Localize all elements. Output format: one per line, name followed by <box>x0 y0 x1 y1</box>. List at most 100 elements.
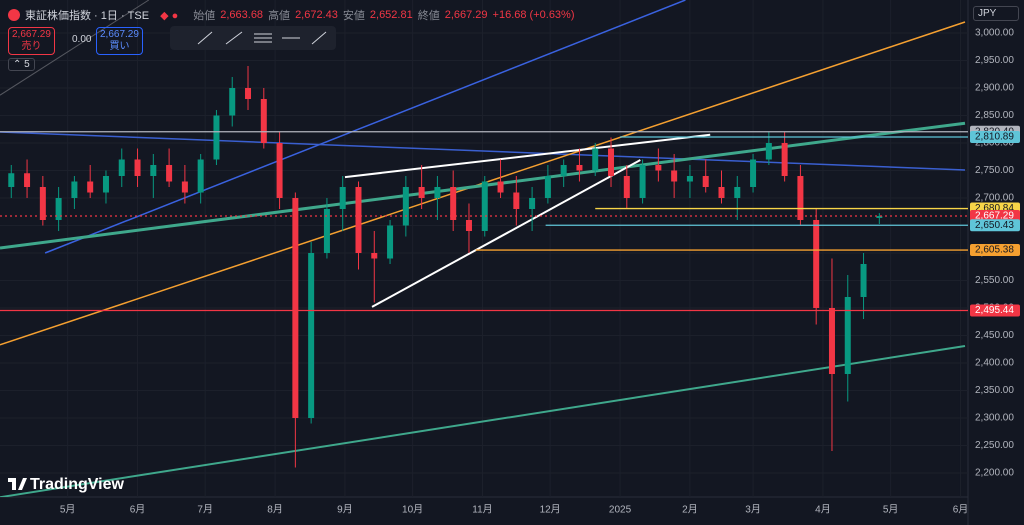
symbol[interactable]: 東証株価指数 · 1日 · TSE <box>25 10 150 22</box>
ohlc-label: 終値 <box>417 10 440 22</box>
indicator-toggle[interactable]: ⌃ 5 <box>8 58 35 71</box>
y-tick-label: 2,250.00 <box>975 440 1014 451</box>
y-tick-label: 2,200.00 <box>975 468 1014 479</box>
x-tick-label: 6月 <box>130 504 146 516</box>
brand: TradingView <box>30 476 124 493</box>
price-tag <box>970 244 1020 257</box>
flag[interactable]: ◆ ● <box>160 9 179 22</box>
y-tick-label: 2,750.00 <box>975 165 1014 176</box>
y-tick-label: 2,700.00 <box>975 193 1014 204</box>
candle-body <box>24 173 31 187</box>
buy-button[interactable]: 2,667.29 買い <box>96 27 143 55</box>
candle-body <box>639 165 646 198</box>
ohlc-value: 2,667.29 <box>444 9 488 21</box>
candle-body <box>387 225 394 259</box>
candle-body <box>529 198 536 209</box>
candle-body <box>355 187 362 253</box>
candle-body <box>450 187 457 220</box>
y-tick-label: 2,950.00 <box>975 55 1014 66</box>
x-tick-label: 12月 <box>540 504 561 516</box>
candle-body <box>671 170 678 182</box>
candle-body <box>87 181 94 193</box>
candle-body <box>702 176 709 187</box>
sell-label: 売り <box>21 41 42 52</box>
price-tag-label: 2,605.38 <box>975 245 1014 256</box>
x-tick-label: 11月 <box>472 504 492 516</box>
candle-body <box>276 143 283 198</box>
x-tick-label: 6月 <box>953 504 969 516</box>
legend-row: 東証株価指数 · 1日 · TSE ◆ ● 始値 2,663.68 高値 2,672… <box>8 7 575 23</box>
price-tag <box>970 131 1020 144</box>
trend-line <box>344 133 711 179</box>
y-tick-label: 2,400.00 <box>975 358 1014 369</box>
buy-label: 買い <box>109 41 130 52</box>
price-tag-label: 2,667.29 <box>975 211 1014 222</box>
x-tick-label: 5月 <box>883 504 899 516</box>
price-tag-label: 2,680.84 <box>975 203 1014 214</box>
x-tick-label: 8月 <box>267 504 283 516</box>
candle-body <box>102 176 109 193</box>
candle-body <box>229 88 236 116</box>
candle-body <box>166 165 173 182</box>
trend-line <box>0 131 966 171</box>
candle-body <box>134 159 141 176</box>
candle-body <box>844 297 851 374</box>
candle-body <box>750 159 757 187</box>
candle-body <box>718 187 725 198</box>
candle-body <box>55 198 62 220</box>
x-tick-label: 10月 <box>402 504 423 516</box>
candle-body <box>402 187 409 226</box>
candle-body <box>623 176 630 198</box>
drawing-toolbar <box>170 26 336 50</box>
trend-line <box>0 0 150 96</box>
price-tag <box>970 209 1020 222</box>
candle-body <box>292 198 299 418</box>
ohlc-value: 2,672.43 <box>295 9 338 21</box>
candle-body <box>828 308 835 374</box>
candle-body <box>765 143 772 160</box>
indicator-count: 5 <box>24 59 30 70</box>
candle-body <box>323 209 330 253</box>
x-tick-label: 5月 <box>60 504 76 516</box>
sell-button[interactable]: 2,667.29 売り <box>8 27 55 55</box>
change: +16.68 (+0.63%) <box>492 9 575 21</box>
ohlc-value: 2,652.81 <box>369 9 413 21</box>
x-tick-label: 7月 <box>197 504 213 516</box>
candle-body <box>655 165 662 171</box>
candle-body <box>481 181 488 231</box>
y-tick-label: 2,450.00 <box>975 330 1014 341</box>
trend-line <box>44 0 686 254</box>
y-tick-label: 2,850.00 <box>975 110 1014 121</box>
price-tag <box>970 219 1020 232</box>
sell-price: 2,667.29 <box>12 29 51 40</box>
price-tag <box>970 304 1020 317</box>
y-tick-label: 2,300.00 <box>975 413 1014 424</box>
candle-body <box>39 187 46 220</box>
trend-line <box>0 344 966 497</box>
candle-body <box>150 165 157 176</box>
ohlc-value: 2,663.68 <box>220 9 264 21</box>
candle-body <box>513 192 520 209</box>
candle-body <box>860 264 867 297</box>
candle-body <box>339 187 346 209</box>
candle-body <box>308 253 315 418</box>
candle-body <box>245 88 252 99</box>
y-tick-label: 3,000.00 <box>975 28 1014 39</box>
candle-body <box>544 176 551 198</box>
currency-select[interactable]: JPY <box>973 6 1020 21</box>
candle-body <box>118 159 125 176</box>
x-tick-label: 2月 <box>682 504 698 516</box>
candle-body <box>560 165 567 176</box>
brand-logo <box>8 478 27 490</box>
y-tick-label: 2,800.00 <box>975 138 1014 149</box>
candle-body <box>813 220 820 308</box>
candle-body <box>876 215 883 218</box>
candle-body <box>434 187 441 198</box>
price-tag-label: 2,650.43 <box>975 220 1014 231</box>
toolbar-icons <box>197 31 327 45</box>
candle-body <box>8 173 15 187</box>
candle-body <box>418 187 425 198</box>
candle-body <box>497 181 504 193</box>
